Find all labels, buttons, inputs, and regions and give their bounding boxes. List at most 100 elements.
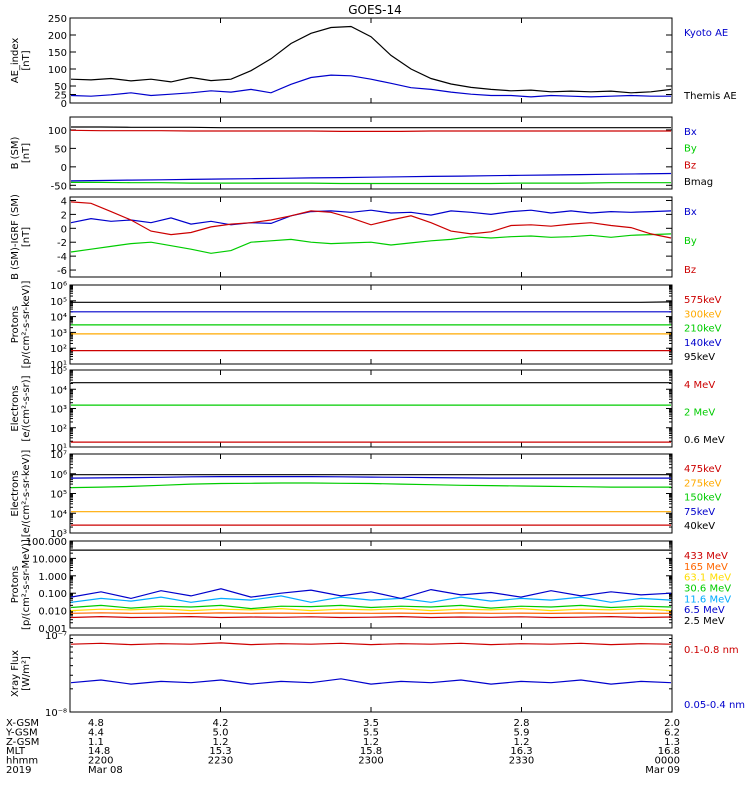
y-axis-label: Electrons (10, 385, 21, 431)
y-tick-label: 0.010 (38, 607, 67, 618)
x-axis-value: 4.8 (88, 718, 104, 729)
x-axis-value: 4.4 (88, 727, 104, 738)
x-axis-value: Mar 09 (645, 765, 680, 776)
legend-entry: Kyoto AE (684, 28, 728, 39)
y-tick-label: 10¹ (50, 443, 67, 454)
legend-entry: Bx (684, 207, 697, 218)
series-line-6-5-mev (70, 588, 672, 600)
series-line-themis-ae (70, 25, 672, 94)
series-line-bx (70, 209, 672, 226)
panel-frame (69, 196, 673, 278)
y-tick-label: 100 (48, 65, 67, 76)
x-axis-table: X-GSMY-GSMZ-GSMMLThhmm20194.84.41.114.82… (5, 718, 680, 776)
x-axis-value: 5.0 (213, 727, 229, 738)
x-axis-value: 2300 (358, 756, 383, 767)
y-axis-label: Electrons (10, 470, 21, 516)
y-tick-label: 10⁶ (50, 470, 67, 481)
y-tick-label: 0.001 (38, 624, 67, 635)
y-tick-label: -6 (57, 266, 67, 277)
legend-entry: Bz (684, 160, 696, 171)
y-axis-label: [e/(cm²-s-sr-keV)] (21, 450, 32, 538)
y-tick-label: 250 (48, 14, 67, 25)
y-tick-label: 1.000 (38, 572, 67, 583)
y-tick-label: 0 (61, 224, 67, 235)
y-axis-label: [p/(cm²-s-sr-MeV)] (21, 539, 32, 630)
series-line-0-05-0-4-nm (70, 678, 672, 685)
x-axis-value: 14.8 (88, 746, 110, 757)
panel-frame (69, 634, 673, 713)
panel-5: 10¹ 10² 10³ 10⁴ 10⁵ Electrons [e/(cm²-s-sr)] 4 … (10, 366, 725, 454)
legend-entry: 6.5 MeV (684, 605, 725, 616)
y-axis-label: B (SM) (10, 136, 21, 169)
series-line-11-6-mev (70, 595, 672, 603)
x-axis-value: 1.2 (363, 737, 379, 748)
x-axis-value: 2.8 (514, 718, 530, 729)
legend-entry: 63.1 MeV (684, 573, 731, 584)
y-tick-label: -4 (57, 252, 67, 263)
series-line-by (70, 233, 672, 254)
series-line-150kev (70, 482, 671, 489)
y-tick-label: 100 (48, 126, 67, 137)
y-axis-label: Protons (10, 566, 21, 603)
y-axis-label: [e/(cm²-s-sr)] (21, 375, 32, 441)
plot-title: GOES-14 (348, 3, 402, 17)
panel-frame (69, 453, 673, 534)
series-line-30-6-mev (70, 604, 672, 610)
series-line-433-mev (70, 615, 672, 619)
legend-entry: 275keV (684, 478, 722, 489)
y-tick-label: 25 (54, 91, 67, 102)
legend-entry: 30.6 MeV (684, 584, 731, 595)
x-axis-value: 15.3 (209, 746, 231, 757)
x-axis-row-label: Y-GSM (5, 727, 38, 738)
series-line-63-1-mev (70, 607, 672, 612)
legend-entry: 2.5 MeV (684, 616, 725, 627)
y-tick-label: -2 (57, 238, 67, 249)
y-tick-label: 10⁵ (50, 490, 67, 501)
legend-entry: By (684, 144, 697, 155)
y-tick-label: 10⁶ (50, 281, 67, 292)
y-tick-label: 10⁴ (50, 509, 67, 520)
y-tick-label: 10³ (50, 529, 67, 540)
legend-entry: 0.6 MeV (684, 435, 725, 446)
y-tick-label: 10³ (50, 405, 67, 416)
y-tick-label: -50 (51, 181, 67, 192)
legend-entry: 165 MeV (684, 562, 728, 573)
y-tick-label: 10² (50, 424, 67, 435)
x-axis-value: 1.2 (514, 737, 530, 748)
panel-7: 0.001 0.010 0.100 1.000 10.000 100.000 Protons… (10, 537, 731, 635)
y-tick-label: 10² (50, 344, 67, 355)
y-tick-label: 10⁷ (50, 450, 67, 461)
y-axis-label: [nT] (21, 50, 32, 70)
y-tick-label: 50 (54, 144, 67, 155)
x-axis-row-label: MLT (6, 746, 26, 757)
x-axis-value: 2.0 (664, 718, 680, 729)
panel-frame (69, 540, 673, 629)
series-line-0-1-0-8-nm (70, 642, 672, 646)
legend-entry: 300keV (684, 309, 722, 320)
x-axis-value: 15.8 (360, 746, 382, 757)
y-tick-label: 100.000 (26, 537, 67, 548)
y-tick-label: 10.000 (32, 554, 67, 565)
y-axis-label: Protons (10, 306, 21, 343)
series-line-bmag (71, 126, 671, 129)
legend-entry: 95keV (684, 352, 715, 363)
x-axis-row-label: X-GSM (6, 718, 39, 729)
x-axis-value: 3.5 (363, 718, 379, 729)
series-line-bz (70, 201, 672, 239)
legend-entry: 140keV (684, 338, 722, 349)
y-tick-label: 10⁻⁸ (45, 708, 67, 719)
y-tick-label: 4 (61, 196, 67, 207)
legend-entry: 0.1-0.8 nm (684, 645, 739, 656)
y-tick-label: 10¹ (50, 360, 67, 371)
legend-entry: By (684, 236, 697, 247)
series-line-75kev (70, 476, 671, 479)
legend-entry: 475keV (684, 464, 722, 475)
x-axis-value: 16.8 (658, 746, 680, 757)
y-axis-label: [p/(cm²-s-sr-keV)] (21, 281, 32, 369)
y-tick-label: 10⁻⁷ (45, 631, 67, 642)
x-axis-value: 5.9 (514, 727, 530, 738)
y-tick-label: 200 (48, 31, 67, 42)
y-axis-label: Xray Flux (10, 650, 21, 697)
x-axis-value: Mar 08 (88, 765, 123, 776)
